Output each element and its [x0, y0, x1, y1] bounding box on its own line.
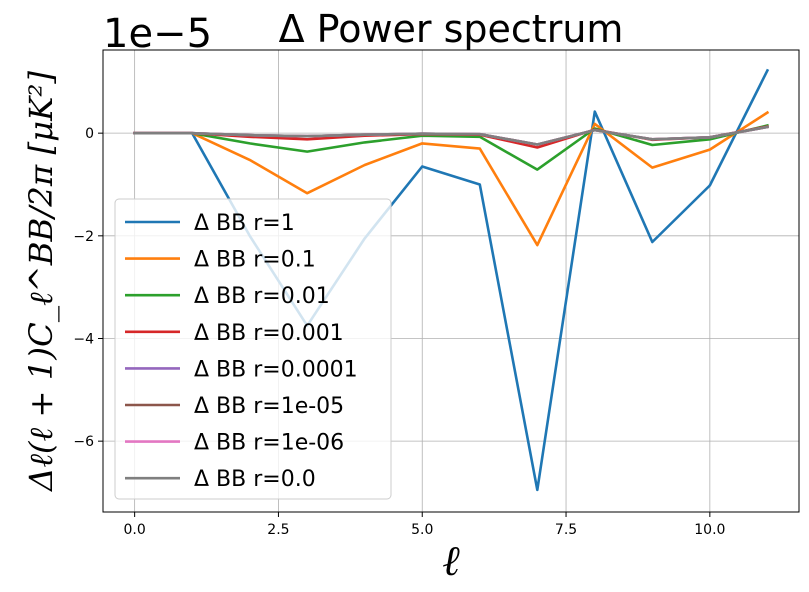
series-lines — [133, 68, 770, 492]
legend-label: Δ BB r=1e-05 — [194, 394, 344, 419]
axis-ticks: 0.0 2.5 5.0 7.5 10.0 −6 −4 −2 0 — [73, 126, 725, 538]
x-tick-label: 7.5 — [555, 522, 577, 538]
x-axis-label: ℓ — [442, 536, 460, 585]
x-tick-label: 10.0 — [694, 522, 725, 538]
legend-label: Δ BB r=0.1 — [194, 248, 316, 273]
x-tick-label: 0.0 — [124, 522, 146, 538]
legend-label: Δ BB r=1 — [194, 211, 295, 236]
y-axis-label: Δℓ(ℓ + 1)C_ℓ^BB/2π [μK²] — [22, 70, 60, 493]
legend-label: Δ BB r=1e-06 — [194, 431, 344, 456]
y-tick-label: 0 — [85, 126, 94, 142]
y-tick-label: −6 — [73, 434, 94, 450]
y-scale-factor: 1e−5 — [103, 11, 212, 57]
legend-label: Δ BB r=0.001 — [194, 321, 344, 346]
x-tick-label: 2.5 — [267, 522, 289, 538]
legend: Δ BB r=1 Δ BB r=0.1 Δ BB r=0.01 Δ BB r=0.00… — [114, 198, 392, 500]
plot-frame — [102, 49, 800, 513]
y-tick-label: −2 — [73, 229, 94, 245]
x-tick-label: 5.0 — [411, 522, 433, 538]
legend-box — [114, 198, 392, 500]
legend-label: Δ BB r=0.0 — [194, 467, 316, 492]
y-tick-label: −4 — [73, 331, 94, 347]
series-line — [133, 125, 769, 146]
chart-title: Δ Power spectrum — [279, 7, 624, 51]
series-line — [133, 123, 769, 171]
series-line — [133, 110, 770, 247]
legend-label: Δ BB r=0.0001 — [194, 357, 358, 382]
legend-label: Δ BB r=0.01 — [194, 284, 330, 309]
